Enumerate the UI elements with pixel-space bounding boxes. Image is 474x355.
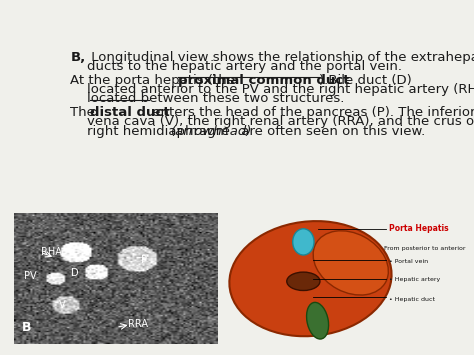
Text: • Hepatic artery: • Hepatic artery (389, 277, 440, 282)
Ellipse shape (313, 231, 388, 295)
Text: P: P (141, 255, 146, 265)
Text: RRA: RRA (128, 319, 148, 329)
Text: vena cava (V), the right renal artery (RRA), and the crus of the: vena cava (V), the right renal artery (R… (87, 115, 474, 128)
Text: At the porta hepatis (the: At the porta hepatis (the (70, 74, 239, 87)
Ellipse shape (229, 221, 392, 336)
Text: B: B (22, 321, 32, 334)
Text: B,: B, (70, 51, 85, 64)
Text: located anterior to the PV and the right hepatic artery (RHA): located anterior to the PV and the right… (87, 83, 474, 96)
Text: The: The (70, 106, 100, 119)
Text: are often seen on this view.: are often seen on this view. (237, 125, 425, 138)
Text: distal duct: distal duct (90, 106, 169, 119)
Text: Porta Hepatis: Porta Hepatis (389, 224, 448, 233)
Text: V: V (59, 300, 66, 310)
Text: proximal common duct: proximal common duct (178, 74, 349, 87)
Ellipse shape (292, 229, 314, 255)
Text: (arrowhead): (arrowhead) (171, 125, 253, 138)
Text: Longitudinal view shows the relationship of the extrahepatic bile: Longitudinal view shows the relationship… (87, 51, 474, 64)
Text: PV: PV (25, 271, 37, 281)
Text: right hemidiaphragm: right hemidiaphragm (87, 125, 233, 138)
Ellipse shape (307, 302, 328, 339)
Text: • Hepatic duct: • Hepatic duct (389, 297, 435, 302)
Text: RHA: RHA (41, 247, 62, 257)
Text: enters the head of the pancreas (P). The inferior: enters the head of the pancreas (P). The… (148, 106, 474, 119)
Text: ducts to the hepatic artery and the portal vein.: ducts to the hepatic artery and the port… (87, 60, 402, 73)
Circle shape (287, 272, 320, 290)
Text: From posterior to anterior: From posterior to anterior (384, 246, 465, 251)
Text: D: D (71, 268, 79, 278)
Text: located between these two structures.: located between these two structures. (87, 92, 344, 105)
Text: • Portal vein: • Portal vein (389, 259, 428, 264)
Text: ) Bile duct (D): ) Bile duct (D) (319, 74, 412, 87)
